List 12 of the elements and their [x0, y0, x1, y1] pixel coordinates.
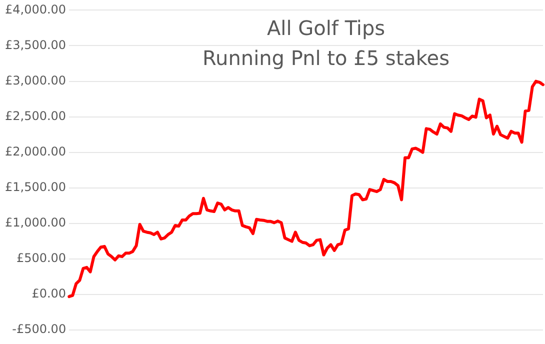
y-tick-label: £1,500.00: [4, 180, 66, 194]
y-tick-label: £1,000.00: [4, 216, 66, 230]
y-tick-label: £3,000.00: [4, 73, 66, 88]
y-tick-label: £4,000.00: [4, 2, 66, 16]
y-tick-label: £2,500.00: [4, 108, 66, 123]
y-tick-label: £2,000.00: [4, 144, 66, 158]
y-tick-label: £0.00: [32, 286, 66, 301]
y-tick-label: -£500.00: [12, 322, 66, 336]
chart-title: All Golf Tips: [266, 16, 386, 40]
text: Running Pnl to £5 stakes: [202, 46, 450, 70]
y-tick-label: £3,500.00: [4, 38, 66, 52]
y-tick-label: £500.00: [16, 251, 66, 266]
